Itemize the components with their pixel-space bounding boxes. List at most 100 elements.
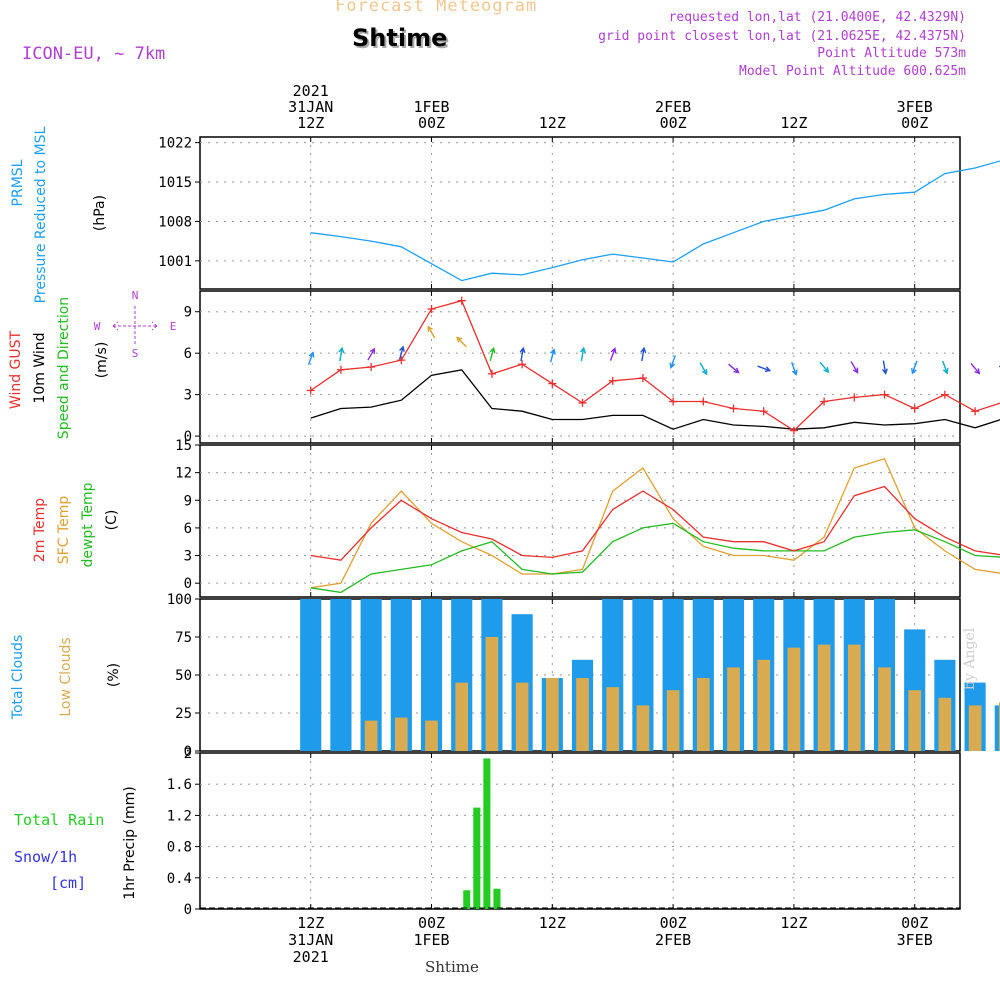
low-cloud-bar — [938, 697, 952, 751]
wind-arrow-head — [974, 368, 981, 375]
ytick-label-pressure: 1022 — [158, 136, 192, 152]
gust-point — [397, 356, 406, 365]
wind-arrow-head — [610, 347, 617, 354]
wind-arrow — [970, 362, 981, 375]
model-point-altitude: Model Point Altitude 600.625m — [739, 64, 966, 79]
top-axis-label: 2021 — [293, 82, 329, 100]
wind-arrow — [489, 346, 496, 362]
ytick-label-temperature: 3 — [184, 549, 192, 565]
low-cloud-bar — [817, 644, 831, 751]
compass-cross — [112, 306, 158, 346]
gust-point — [729, 404, 738, 413]
panel-frame-pressure — [199, 136, 961, 290]
gust-point — [759, 407, 768, 416]
pressure-line — [310, 160, 1000, 282]
low-cloud-bar — [636, 705, 650, 751]
wind-arrow — [456, 336, 467, 348]
precip-bar — [493, 888, 501, 909]
gust-point — [487, 369, 496, 378]
ytick-label-temperature: 9 — [184, 493, 192, 509]
low-cloud-bar — [847, 644, 861, 751]
ytick-label-precip: 1.2 — [167, 808, 192, 824]
top-axis-label: 2FEB — [655, 98, 691, 116]
gust-point — [457, 296, 466, 305]
wind-arrow-head — [640, 346, 647, 354]
gust-point — [669, 397, 678, 406]
wind-arrow-shaft — [791, 362, 797, 375]
total-cloud-bar — [390, 599, 412, 751]
watermark: by Angel — [962, 627, 978, 690]
bottom-axis-label: 2FEB — [655, 931, 691, 949]
wind-arrow-head — [579, 346, 586, 354]
ytick-label-clouds: 50 — [175, 668, 192, 684]
ytick-label-temperature: 0 — [184, 576, 192, 592]
ytick-label-wind: 3 — [184, 388, 192, 404]
compass-s: S — [132, 347, 139, 360]
wind-arrow — [911, 360, 918, 375]
low-cloud-bar — [425, 720, 438, 751]
low-cloud-bar — [968, 705, 982, 751]
wind-arrow — [819, 361, 830, 374]
ytick-label-precip: 0.4 — [167, 871, 192, 887]
bottom-axis-label: 00Z — [660, 914, 687, 932]
bottom-axis-label: 12Z — [539, 914, 566, 932]
gust-point — [336, 365, 345, 374]
pressure-axis-title-2: Pressure Reduced to MSL — [33, 126, 49, 303]
wind-arrow-head — [519, 346, 526, 354]
low-cloud-bar — [727, 667, 740, 751]
top-axis-label: 00Z — [418, 114, 445, 132]
wind-arrow — [699, 362, 708, 376]
wind-arrow-shaft — [609, 348, 616, 361]
wind-arrow-head — [399, 345, 405, 352]
low-cloud-bar — [545, 678, 559, 751]
wind-arrow — [757, 365, 772, 373]
sfc-temp-line — [310, 458, 1000, 589]
gust-point — [638, 374, 647, 383]
wind-arrow — [728, 363, 740, 374]
wind-arrow-shaft — [339, 348, 343, 362]
wind-arrow — [427, 325, 436, 339]
gust-point — [306, 386, 315, 395]
snow-unit: [cm] — [50, 874, 86, 892]
ytick-label-clouds: 25 — [175, 706, 192, 722]
wind-arrow-head — [881, 368, 888, 375]
low-cloud-bar — [908, 690, 922, 751]
bottom-axis-label: 00Z — [901, 914, 928, 932]
wind-arrow — [640, 346, 647, 362]
temp-unit: (C) — [104, 510, 120, 531]
wind-arrow-shaft — [456, 337, 467, 348]
ytick-label-temperature: 12 — [175, 466, 192, 482]
wind-arrow-head — [550, 348, 556, 355]
wind-arrow-shaft — [699, 362, 708, 375]
top-axis-label: 12Z — [297, 114, 324, 132]
wind-arrow-shaft — [520, 348, 524, 362]
compass-e: E — [170, 320, 177, 333]
gust-point — [910, 404, 919, 413]
wind-axis-title: 10m Wind — [32, 332, 48, 403]
low-cloud-bar — [394, 717, 408, 751]
dewpt-temp-line — [310, 522, 1000, 594]
top-axis-label: 1FEB — [413, 98, 449, 116]
precip-bar — [463, 890, 471, 909]
low-cloud-bar — [696, 678, 710, 751]
ytick-label-precip: 2 — [184, 746, 192, 762]
wind-arrow-shaft — [641, 348, 645, 362]
wind-arrow-head — [308, 351, 315, 358]
ytick-label-pressure: 1001 — [158, 254, 192, 270]
gust-point — [548, 379, 557, 388]
ytick-label-precip: 0.8 — [167, 840, 192, 856]
low-cloud-bar — [998, 702, 1000, 751]
bottom-axis-label: 12Z — [780, 914, 807, 932]
wind-arrow-head — [764, 366, 772, 373]
wind-arrow-head — [823, 366, 830, 374]
ytick-label-wind: 9 — [184, 305, 192, 321]
gust-point — [699, 397, 708, 406]
low-cloud-bar — [515, 682, 529, 751]
gust-point — [971, 407, 980, 416]
precip-bar — [483, 758, 491, 909]
total-cloud-bar — [330, 599, 352, 751]
ytick-label-precip: 1.6 — [167, 777, 192, 793]
wind-arrow — [791, 362, 798, 376]
top-axis-label: 00Z — [901, 114, 928, 132]
wind-arrow-shaft — [850, 361, 859, 373]
